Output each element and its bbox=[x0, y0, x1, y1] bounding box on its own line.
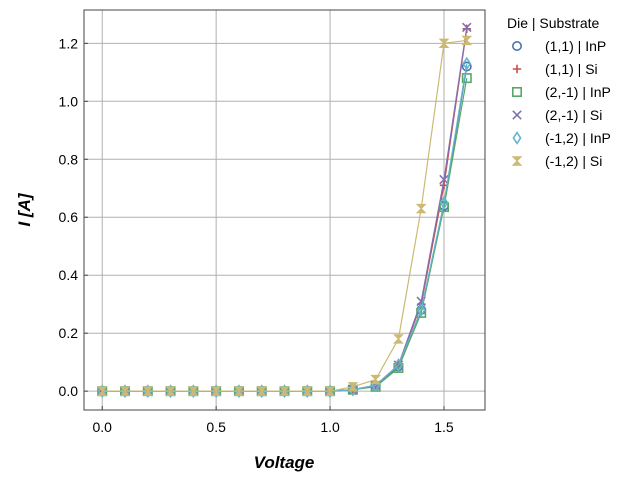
data-point bbox=[187, 386, 199, 396]
data-point bbox=[416, 303, 426, 317]
legend-marker bbox=[511, 87, 522, 98]
legend-marker bbox=[511, 156, 523, 166]
legend-label: (1,1) | InP bbox=[545, 38, 606, 54]
data-point bbox=[165, 386, 176, 396]
series-2 bbox=[97, 73, 472, 397]
legend-entry: (-1,2) | Si bbox=[511, 153, 602, 169]
legend-entry: (1,1) | InP bbox=[511, 38, 606, 54]
y-tick-label: 0.4 bbox=[59, 267, 79, 283]
data-point bbox=[462, 56, 472, 71]
legend-marker bbox=[512, 131, 522, 145]
data-point bbox=[439, 195, 449, 210]
legend-label: (1,1) | Si bbox=[545, 61, 598, 77]
series-5 bbox=[96, 35, 473, 396]
data-point bbox=[438, 38, 450, 49]
data-point bbox=[96, 386, 108, 396]
data-point bbox=[233, 386, 245, 396]
series-line bbox=[102, 78, 468, 392]
legend-marker bbox=[512, 64, 522, 74]
data-point bbox=[393, 358, 403, 372]
data-point bbox=[415, 203, 427, 214]
data-point bbox=[461, 61, 472, 72]
y-tick-label: 0.2 bbox=[59, 325, 79, 341]
data-point bbox=[301, 386, 313, 396]
legend-label: (2,-1) | Si bbox=[545, 107, 602, 123]
x-tick-label: 0.5 bbox=[206, 419, 226, 435]
grid-layer bbox=[84, 10, 485, 410]
series-line bbox=[102, 27, 468, 392]
series-layer bbox=[96, 22, 473, 399]
legend-marker bbox=[511, 40, 522, 51]
y-tick-label: 1.2 bbox=[59, 35, 79, 51]
data-point bbox=[210, 386, 222, 396]
data-point bbox=[461, 73, 472, 84]
plot-frame bbox=[83, 9, 486, 411]
legend-entry: (2,-1) | InP bbox=[511, 84, 611, 100]
data-point bbox=[462, 22, 472, 33]
legend: Die | Substrate (1,1) | InP (1,1) | Si (2,… bbox=[507, 15, 611, 169]
x-tick-label: 0.0 bbox=[92, 419, 112, 435]
x-tick-label: 1.0 bbox=[320, 419, 340, 435]
legend-label: (-1,2) | InP bbox=[545, 130, 611, 146]
x-tick-label: 1.5 bbox=[434, 419, 454, 435]
series-4 bbox=[97, 56, 472, 399]
series-line bbox=[102, 63, 468, 392]
y-tick-label: 1.0 bbox=[59, 93, 79, 109]
series-0 bbox=[97, 61, 472, 397]
legend-label: (2,-1) | InP bbox=[545, 84, 611, 100]
data-point bbox=[461, 35, 473, 46]
y-tick-label: 0.0 bbox=[59, 383, 79, 399]
series-line bbox=[102, 66, 468, 392]
data-point bbox=[119, 386, 131, 396]
data-point bbox=[370, 374, 382, 385]
legend-entry: (2,-1) | Si bbox=[512, 107, 602, 123]
y-tick-label: 0.8 bbox=[59, 151, 79, 167]
series-line bbox=[102, 39, 467, 392]
legend-marker bbox=[512, 110, 522, 120]
series-3 bbox=[97, 22, 472, 396]
axes-layer: 0.0 0.5 1.0 1.5 0.0 0.2 0.4 0.6 0.8 1.0 1.2 bbox=[59, 9, 486, 435]
legend-entry: (-1,2) | InP bbox=[512, 130, 611, 146]
legend-label: (-1,2) | Si bbox=[545, 153, 602, 169]
legend-title: Die | Substrate bbox=[507, 15, 600, 31]
y-tick-label: 0.6 bbox=[59, 209, 79, 225]
data-point bbox=[142, 386, 154, 396]
data-point bbox=[279, 386, 290, 396]
series-line bbox=[102, 28, 468, 392]
data-point bbox=[347, 382, 359, 392]
data-point bbox=[324, 386, 336, 396]
data-point bbox=[393, 334, 404, 344]
x-axis-title: Voltage bbox=[254, 453, 315, 472]
series-1 bbox=[98, 24, 471, 396]
data-point bbox=[348, 382, 358, 397]
legend-entry: (1,1) | Si bbox=[512, 61, 598, 77]
data-point bbox=[256, 386, 268, 396]
y-axis-title: I [A] bbox=[15, 192, 34, 226]
